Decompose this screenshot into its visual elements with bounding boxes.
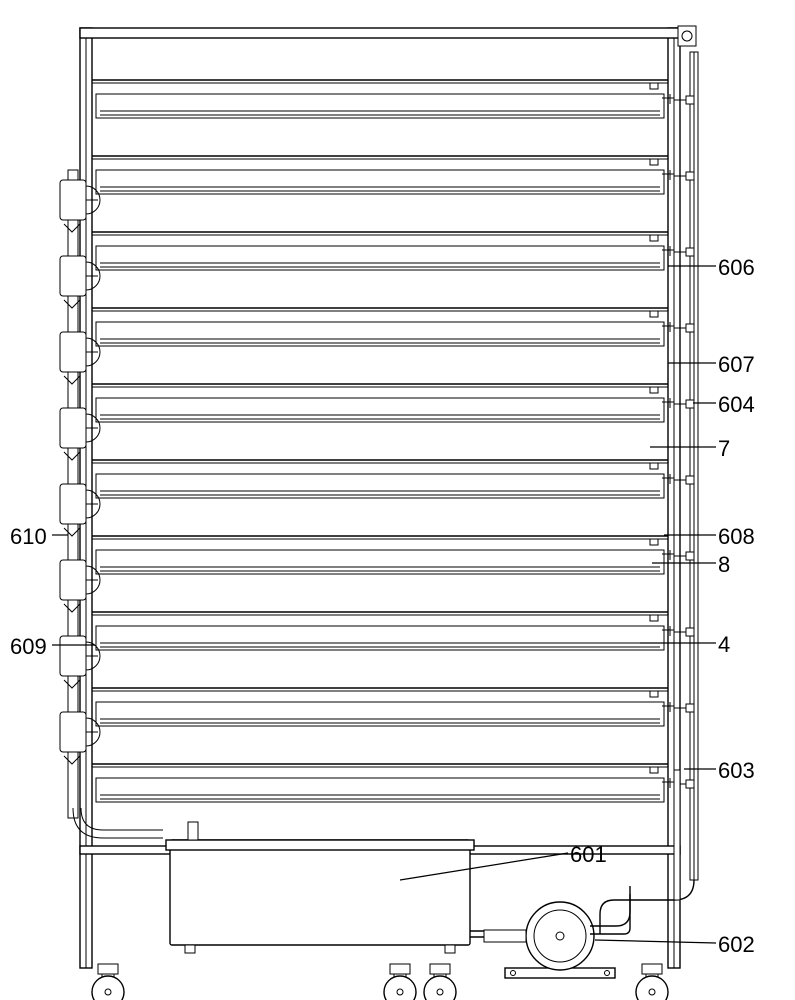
callout-603: 603 [718,758,755,784]
callout-604: 604 [718,392,755,418]
callout-610: 610 [10,524,47,550]
callout-4: 4 [718,632,730,658]
shelves [80,80,680,854]
callout-7: 7 [718,436,730,462]
callout-8: 8 [718,552,730,578]
tank [166,822,510,953]
technical-drawing [0,0,795,1000]
callout-609: 609 [10,634,47,660]
callout-602: 602 [718,932,755,958]
pump [484,886,630,978]
callout-607: 607 [718,352,755,378]
diagram-stage: 606 607 604 7 6088 4 603 601 602 610 609 [0,0,795,1000]
callout-601: 601 [570,842,607,868]
callout-608: 608 [718,524,755,550]
callout-606: 606 [718,255,755,281]
